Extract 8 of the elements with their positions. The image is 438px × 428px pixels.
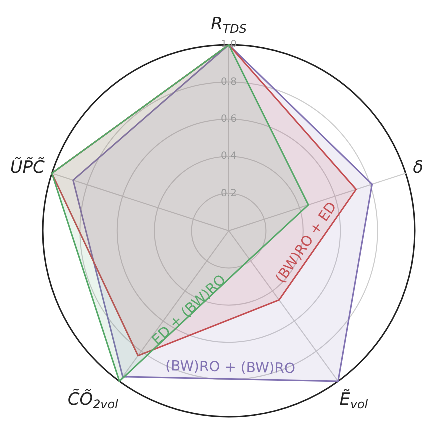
series-label: (BW)RO + (BW)RO <box>165 358 296 378</box>
y-tick-label: 0.2 <box>221 188 237 200</box>
y-tick-label: 0.8 <box>221 76 237 88</box>
y-tick-label: 0.4 <box>221 151 237 162</box>
y-tick-label: 0.6 <box>221 114 237 125</box>
y-tick-label: 1.0 <box>221 40 237 51</box>
spoke-label: δ <box>413 158 424 178</box>
spoke-label: ŨP̃C̃ <box>10 156 46 178</box>
